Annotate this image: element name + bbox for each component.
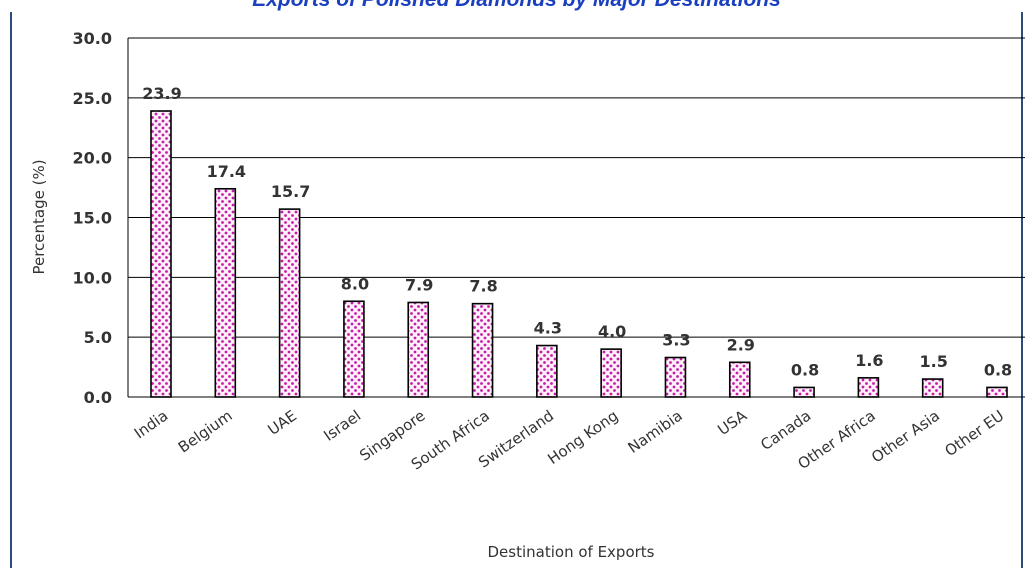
bar-singapore xyxy=(407,301,430,398)
y-tick-label: 10.0 xyxy=(73,268,112,287)
bar-hong-kong xyxy=(600,348,622,398)
x-tick-label: Belgium xyxy=(175,407,236,457)
bar-namibia xyxy=(664,356,687,398)
x-tick-label: Other EU xyxy=(941,407,1007,461)
bar-israel xyxy=(343,300,365,398)
value-label: 4.0 xyxy=(598,322,626,341)
bar-usa xyxy=(728,361,751,398)
x-tick-label: Namibia xyxy=(625,407,686,457)
bar-other-africa xyxy=(857,377,880,398)
value-label: 0.8 xyxy=(791,360,819,379)
bar-belgium xyxy=(214,187,237,398)
bar-switzerland xyxy=(536,344,558,398)
value-labels: 23.9 17.4 15.7 8.0 7.9 7.8 4.3 4.0 3.3 2.9 0.8 1.6 1… xyxy=(142,84,1012,379)
x-axis-title: Destination of Exports xyxy=(488,543,655,561)
frame-border-left xyxy=(10,12,12,568)
value-label: 8.0 xyxy=(341,274,369,293)
x-tick-label: Hong Kong xyxy=(544,407,621,469)
x-tick-label: India xyxy=(131,407,171,443)
value-label: 2.9 xyxy=(727,335,755,354)
gridlines xyxy=(127,37,1025,398)
frame-border-right xyxy=(1021,12,1023,568)
y-tick-label: 20.0 xyxy=(73,149,112,168)
bar-other-asia xyxy=(921,378,944,398)
bar-india xyxy=(150,110,172,398)
value-label: 1.6 xyxy=(855,351,883,370)
y-tick-label: 30.0 xyxy=(73,29,112,48)
y-tick-label: 0.0 xyxy=(84,388,112,407)
bar-canada xyxy=(793,386,815,398)
bar-uae xyxy=(278,208,301,398)
y-tick-label: 5.0 xyxy=(84,328,112,347)
value-label: 15.7 xyxy=(271,182,310,201)
x-tick-label: Israel xyxy=(320,407,364,445)
bar-south-africa xyxy=(471,302,494,398)
x-tick-label: Other Asia xyxy=(868,407,943,467)
value-label: 7.8 xyxy=(469,277,497,296)
bar-other-eu xyxy=(986,386,1008,398)
x-tick-label: USA xyxy=(714,406,750,439)
y-axis-title: Percentage (%) xyxy=(30,159,48,274)
value-label: 4.3 xyxy=(534,319,562,338)
value-label: 3.3 xyxy=(662,331,690,350)
value-label: 1.5 xyxy=(920,352,948,371)
value-label: 0.8 xyxy=(984,360,1012,379)
y-tick-label: 25.0 xyxy=(73,89,112,108)
value-label: 17.4 xyxy=(207,162,246,181)
value-label: 7.9 xyxy=(405,275,433,294)
y-tick-label: 15.0 xyxy=(73,209,112,228)
value-label: 23.9 xyxy=(142,84,181,103)
x-tick-label: Canada xyxy=(757,407,814,454)
x-tick-label: UAE xyxy=(264,407,299,439)
bars xyxy=(150,110,1008,398)
chart-title: Exports of Polished Diamonds by Major De… xyxy=(0,0,1033,12)
y-tick-labels: 0.0 5.0 10.0 15.0 20.0 25.0 30.0 xyxy=(73,29,112,407)
